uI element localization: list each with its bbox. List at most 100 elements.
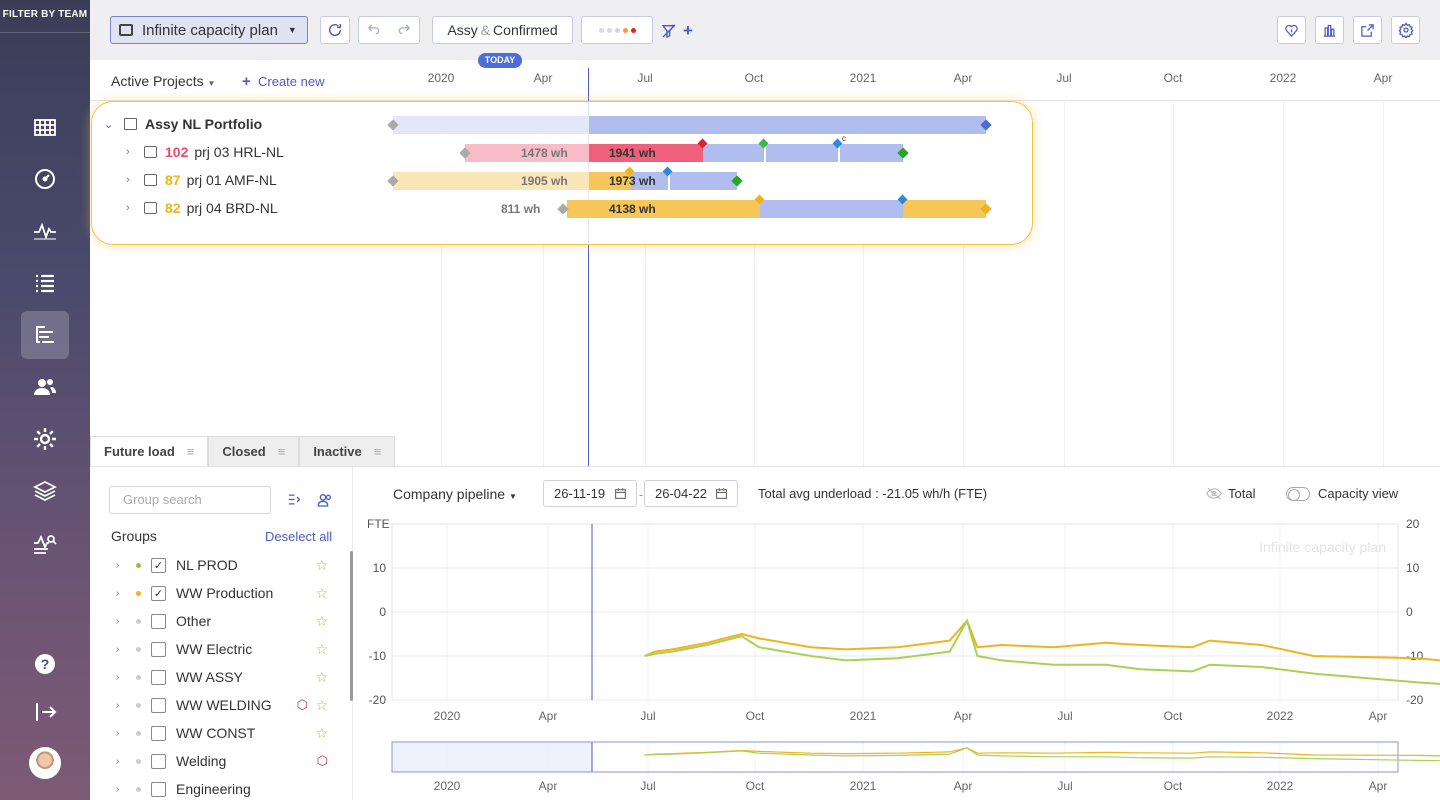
cube-icon[interactable]: ⬡ [316, 753, 328, 768]
groups-scrollbar[interactable] [350, 551, 353, 701]
chevron-right-icon[interactable]: › [116, 783, 120, 795]
chevron-right-icon[interactable]: › [116, 587, 120, 599]
help-icon[interactable]: ? [21, 640, 69, 688]
calendar-grid-icon[interactable] [21, 103, 69, 151]
list-icon[interactable] [21, 259, 69, 307]
chevron-right-icon[interactable]: › [126, 174, 130, 186]
group-checkbox[interactable] [151, 613, 166, 629]
filter-by-team-label[interactable]: FILTER BY TEAM [0, 0, 90, 33]
group-checkbox[interactable] [151, 753, 166, 769]
create-new-button[interactable]: + Create new [242, 73, 324, 90]
chevron-right-icon[interactable]: › [116, 755, 120, 767]
project-planned-bar[interactable] [631, 172, 737, 190]
logout-icon[interactable] [21, 688, 69, 736]
status-filter-chip[interactable] [581, 16, 653, 44]
add-filter-icon[interactable]: + [683, 21, 693, 40]
project-row[interactable]: › 82 prj 04 BRD-NL [126, 200, 278, 216]
group-checkbox[interactable] [151, 697, 166, 713]
project-future-bar[interactable] [589, 172, 631, 190]
eye-hidden-icon[interactable] [1206, 487, 1222, 500]
portfolio-future-bar[interactable] [589, 116, 986, 134]
total-label[interactable]: Total [1228, 486, 1256, 501]
star-icon[interactable]: ☆ [315, 612, 328, 629]
star-icon[interactable]: ☆ [315, 696, 328, 713]
star-icon[interactable]: ☆ [315, 668, 328, 685]
expand-list-icon[interactable] [287, 492, 302, 510]
favorite-filter-button[interactable] [1277, 16, 1306, 44]
redo-button[interactable] [397, 22, 411, 39]
group-row[interactable]: › ✓ NL PROD ☆ [90, 551, 340, 579]
layers-icon[interactable] [21, 467, 69, 515]
active-projects-dropdown[interactable]: Active Projects ▼ [111, 73, 215, 89]
users-icon[interactable] [21, 363, 69, 411]
project-past-bar[interactable] [393, 172, 589, 190]
analytics-search-icon[interactable] [21, 519, 69, 567]
group-checkbox[interactable] [151, 781, 166, 797]
chevron-right-icon[interactable]: › [126, 146, 130, 158]
tab-closed[interactable]: Closed ≡ [208, 436, 300, 466]
export-button[interactable] [1353, 16, 1382, 44]
tab-future-load[interactable]: Future load ≡ [90, 436, 209, 466]
filter-chip-assy-confirmed[interactable]: Assy & Confirmed [432, 16, 573, 44]
group-checkbox[interactable] [151, 725, 166, 741]
project-past-bar[interactable] [465, 144, 589, 162]
star-icon[interactable]: ☆ [315, 640, 328, 657]
chevron-right-icon[interactable]: › [116, 615, 120, 627]
star-icon[interactable]: ☆ [315, 556, 328, 573]
navigator-mask[interactable] [392, 742, 592, 772]
dashboard-gauge-icon[interactable] [21, 155, 69, 203]
project-row[interactable]: › 102 prj 03 HRL-NL [126, 144, 284, 160]
columns-button[interactable] [1315, 16, 1344, 44]
group-row[interactable]: › WW WELDING ☆ ⬡ [90, 691, 340, 719]
settings-gear-icon[interactable] [21, 415, 69, 463]
group-row[interactable]: › WW CONST ☆ [90, 719, 340, 747]
settings-button[interactable] [1391, 16, 1420, 44]
group-checkbox[interactable]: ✓ [151, 585, 166, 601]
project-future-bar[interactable] [589, 144, 703, 162]
gantt-tree-icon[interactable] [21, 311, 69, 359]
capacity-view-switch[interactable] [1286, 486, 1310, 501]
chevron-down-icon[interactable]: ⌄ [104, 118, 114, 131]
group-row[interactable]: › ✓ WW Production ☆ [90, 579, 340, 607]
menu-icon[interactable]: ≡ [186, 444, 195, 459]
menu-icon[interactable]: ≡ [277, 444, 286, 459]
date-to-input[interactable]: 26-04-22 [644, 480, 738, 507]
project-future-bar[interactable] [567, 200, 589, 218]
pipeline-dropdown[interactable]: Company pipeline ▼ [393, 486, 517, 502]
project-planned-bar[interactable] [760, 200, 903, 218]
chevron-right-icon[interactable]: › [116, 727, 120, 739]
capacity-view-toggle[interactable]: Capacity view [1286, 486, 1398, 501]
undo-button[interactable] [367, 22, 381, 39]
group-search-input[interactable]: Group search [109, 486, 271, 514]
star-icon[interactable]: ☆ [315, 724, 328, 741]
group-row[interactable]: › Other ☆ [90, 607, 340, 635]
group-checkbox[interactable]: ✓ [151, 557, 166, 573]
portfolio-past-bar[interactable] [393, 116, 589, 134]
date-from-input[interactable]: 26-11-19 [543, 480, 637, 507]
group-checkbox[interactable] [151, 641, 166, 657]
menu-icon[interactable]: ≡ [373, 444, 382, 459]
project-planned-bar[interactable] [703, 144, 903, 162]
group-row[interactable]: › Engineering [90, 775, 340, 800]
deselect-all-link[interactable]: Deselect all [265, 529, 333, 544]
clear-filter-icon[interactable] [661, 23, 677, 39]
refresh-button[interactable] [320, 16, 350, 44]
user-avatar[interactable] [29, 747, 61, 779]
star-icon[interactable]: ☆ [315, 584, 328, 601]
activity-pulse-icon[interactable] [21, 207, 69, 255]
chevron-right-icon[interactable]: › [116, 643, 120, 655]
navigator-window[interactable] [391, 741, 1399, 773]
users-filter-icon[interactable] [317, 492, 333, 511]
chevron-right-icon[interactable]: › [126, 202, 130, 214]
portfolio-row[interactable]: ⌄ Assy NL Portfolio [104, 116, 262, 132]
project-row[interactable]: › 87 prj 01 AMF-NL [126, 172, 277, 188]
project-planned-bar[interactable] [903, 200, 986, 218]
group-checkbox[interactable] [151, 669, 166, 685]
group-row[interactable]: › Welding ⬡ [90, 747, 340, 775]
chevron-right-icon[interactable]: › [116, 559, 120, 571]
cube-icon[interactable]: ⬡ [296, 697, 308, 712]
chevron-right-icon[interactable]: › [116, 671, 120, 683]
group-row[interactable]: › WW Electric ☆ [90, 635, 340, 663]
plan-selector-dropdown[interactable]: Infinite capacity plan ▼ [110, 16, 308, 44]
project-future-bar[interactable] [589, 200, 760, 218]
